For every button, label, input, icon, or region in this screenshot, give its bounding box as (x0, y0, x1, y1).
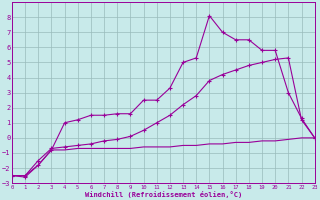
X-axis label: Windchill (Refroidissement éolien,°C): Windchill (Refroidissement éolien,°C) (85, 191, 242, 198)
